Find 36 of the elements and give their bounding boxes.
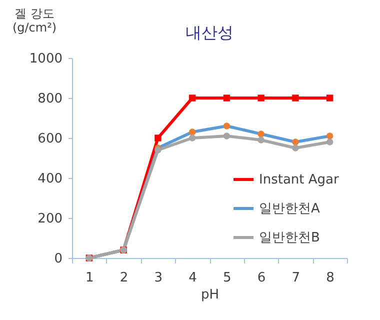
y-tick-label: 600 (38, 132, 62, 146)
legend-label: 일반한천B (259, 230, 320, 246)
y-tick-label: 800 (38, 92, 62, 106)
point (292, 144, 299, 152)
point (326, 138, 334, 146)
point (258, 136, 264, 144)
point (154, 134, 162, 142)
point (188, 134, 196, 142)
x-tick-label: 6 (257, 270, 266, 286)
x-tick-label: 2 (120, 270, 128, 286)
y-tick-label: 1000 (29, 52, 62, 66)
x-tick-label: 7 (292, 270, 300, 286)
point (223, 94, 230, 102)
point (223, 122, 230, 130)
point (188, 128, 196, 136)
point (258, 94, 264, 102)
point (326, 132, 334, 140)
x-tick-label: 4 (188, 270, 197, 286)
x-axis-title: pH (200, 288, 220, 302)
point (223, 132, 230, 140)
point (326, 94, 334, 102)
x-tick-label: 3 (154, 270, 163, 286)
y-tick-label: 200 (38, 212, 62, 226)
point (258, 130, 264, 138)
point (292, 94, 299, 102)
legend-label: 일반한천A (259, 202, 320, 216)
y-tick-label: 0 (54, 252, 62, 266)
x-tick-label: 1 (86, 270, 94, 286)
x-tick-label: 8 (326, 270, 334, 286)
y-tick-label: 400 (38, 172, 62, 186)
point (188, 94, 196, 102)
point (292, 138, 299, 146)
chart-title: 내산성 (186, 23, 234, 42)
legend-label: Instant Agar (259, 172, 340, 188)
x-tick-label: 5 (223, 270, 232, 286)
y-axis-title: 겔 강도 (g/cm²) (12, 6, 57, 34)
